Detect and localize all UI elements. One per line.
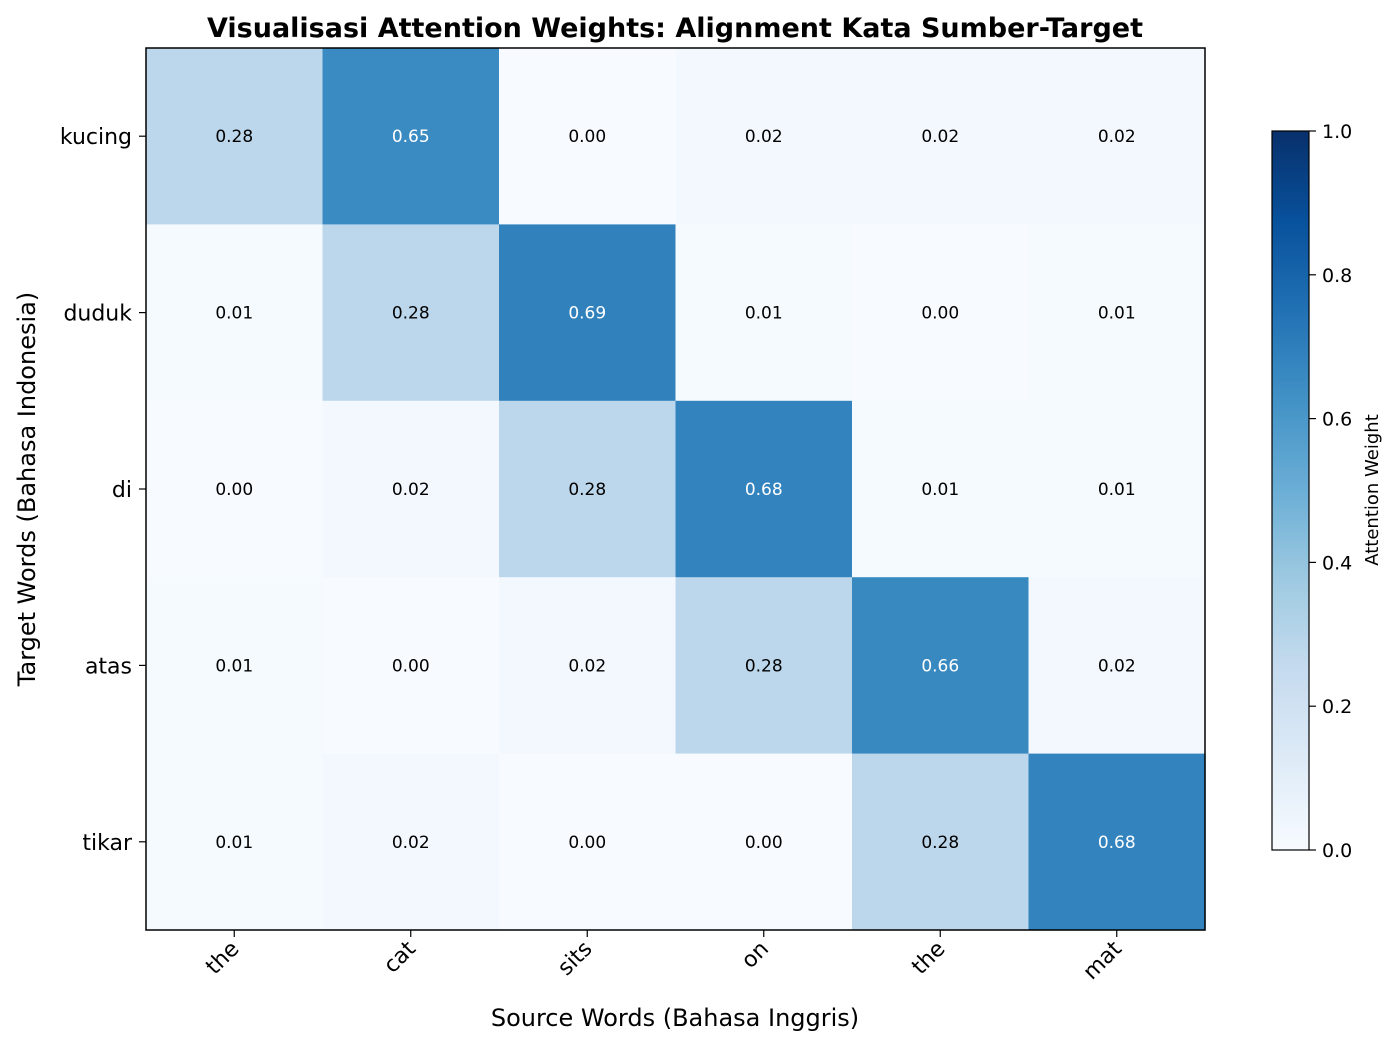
x-axis-ticks: the cat sits on the mat xyxy=(201,930,1127,985)
x-tick-label: the xyxy=(907,937,950,980)
heatmap-cell xyxy=(499,224,677,402)
heatmap-cell xyxy=(322,48,500,225)
heatmap-cell xyxy=(146,400,324,578)
heatmap-cell xyxy=(499,48,677,225)
heatmap-cell xyxy=(675,577,853,755)
heatmap-cell xyxy=(675,400,853,578)
x-tick-label: the xyxy=(201,937,244,980)
cell-value-label: 0.28 xyxy=(921,833,959,853)
cell-value-label: 0.28 xyxy=(568,480,606,500)
heatmap-cell xyxy=(146,224,324,402)
cell-value-label: 0.68 xyxy=(745,480,783,500)
colorbar-gradient xyxy=(1271,130,1310,851)
colorbar-tick-label: 1.0 xyxy=(1322,121,1352,143)
y-tick-label: atas xyxy=(85,654,132,679)
y-axis-ticks: kucing duduk di atas tikar xyxy=(60,125,146,856)
cell-value-label: 0.02 xyxy=(392,833,430,853)
cell-value-label: 0.00 xyxy=(215,480,253,500)
cell-value-label: 0.28 xyxy=(215,127,253,147)
heatmap-cell xyxy=(146,48,324,225)
cell-value-label: 0.01 xyxy=(745,304,783,324)
cell-value-label: 0.01 xyxy=(1098,304,1136,324)
colorbar-ticks: 0.0 0.2 0.4 0.6 0.8 1.0 xyxy=(1309,121,1352,862)
cell-value-label: 0.28 xyxy=(392,304,430,324)
cell-value-label: 0.02 xyxy=(568,656,606,676)
cell-value-label: 0.02 xyxy=(921,127,959,147)
cell-value-label: 0.01 xyxy=(215,304,253,324)
x-tick-label: on xyxy=(737,937,774,974)
heatmap-cell xyxy=(852,400,1030,578)
y-tick-label: duduk xyxy=(63,302,132,327)
colorbar-tick-label: 0.8 xyxy=(1322,265,1352,287)
cell-value-label: 0.01 xyxy=(215,833,253,853)
heatmap-cell xyxy=(499,400,677,578)
colorbar-tick-label: 0.6 xyxy=(1322,409,1352,431)
cell-value-label: 0.01 xyxy=(1098,480,1136,500)
heatmap-cell xyxy=(852,753,1030,931)
cell-value-label: 0.01 xyxy=(921,480,959,500)
heatmap-cell xyxy=(852,48,1030,225)
heatmap-cell xyxy=(1028,48,1206,225)
heatmap-cell xyxy=(499,577,677,755)
cell-value-label: 0.28 xyxy=(745,656,783,676)
colorbar-tick-label: 0.4 xyxy=(1322,552,1352,574)
y-tick-label: di xyxy=(112,478,132,503)
heatmap-cell xyxy=(675,753,853,931)
heatmap-cell xyxy=(675,48,853,225)
x-tick-label: mat xyxy=(1079,936,1128,985)
heatmap-cell xyxy=(146,753,324,931)
heatmap-cell xyxy=(146,577,324,755)
heatmap-cell xyxy=(675,224,853,402)
heatmap-cell xyxy=(499,753,677,931)
heatmap-cell xyxy=(852,577,1030,755)
x-tick-label: cat xyxy=(379,936,421,978)
x-axis-label: Source Words (Bahasa Inggris) xyxy=(491,1004,859,1032)
colorbar: 0.0 0.2 0.4 0.6 0.8 1.0 Attention Weight xyxy=(1271,121,1383,862)
colorbar-tick-label: 0.2 xyxy=(1322,696,1352,718)
heatmap-cell xyxy=(1028,400,1206,578)
heatmap-cell xyxy=(322,224,500,402)
y-tick-label: kucing xyxy=(60,125,132,150)
cell-value-label: 0.65 xyxy=(392,127,430,147)
cell-value-label: 0.66 xyxy=(921,656,959,676)
heatmap-cell xyxy=(1028,577,1206,755)
heatmap-cell xyxy=(1028,224,1206,402)
x-tick-label: sits xyxy=(553,937,597,981)
heatmap-cell xyxy=(852,224,1030,402)
cell-value-label: 0.01 xyxy=(215,656,253,676)
cell-value-label: 0.00 xyxy=(392,656,430,676)
cell-value-label: 0.00 xyxy=(568,833,606,853)
heatmap-cell xyxy=(322,753,500,931)
colorbar-tick-label: 0.0 xyxy=(1322,840,1352,862)
cell-value-label: 0.00 xyxy=(568,127,606,147)
cell-value-label: 0.00 xyxy=(745,833,783,853)
colorbar-label: Attention Weight xyxy=(1362,414,1383,566)
y-tick-label: tikar xyxy=(82,831,133,856)
heatmap-cell xyxy=(322,400,500,578)
heatmap-cells xyxy=(146,48,1206,931)
cell-value-label: 0.02 xyxy=(745,127,783,147)
heatmap-cell xyxy=(322,577,500,755)
chart-title: Visualisasi Attention Weights: Alignment… xyxy=(207,13,1143,44)
heatmap-cell xyxy=(1028,753,1206,931)
y-axis-label: Target Words (Bahasa Indonesia) xyxy=(13,292,41,687)
cell-value-label: 0.00 xyxy=(921,304,959,324)
cell-value-label: 0.68 xyxy=(1098,833,1136,853)
cell-value-label: 0.02 xyxy=(392,480,430,500)
cell-value-label: 0.02 xyxy=(1098,656,1136,676)
heatmap-cell-labels: 0.28 0.65 0.00 0.02 0.02 0.02 0.01 0.28 0.69 0.01… xyxy=(215,127,1135,853)
cell-value-label: 0.02 xyxy=(1098,127,1136,147)
cell-value-label: 0.69 xyxy=(568,304,606,324)
